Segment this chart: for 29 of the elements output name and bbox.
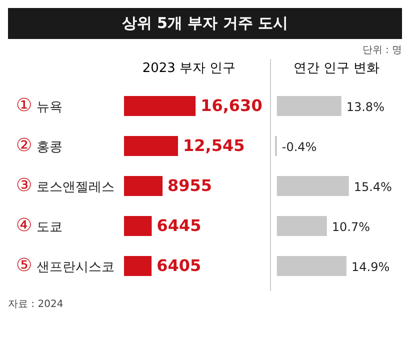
bar (124, 96, 196, 116)
data-label: 6445 (156, 216, 202, 235)
bar (276, 176, 349, 196)
text: 단위 : 명 (361, 44, 402, 58)
bar (276, 96, 342, 116)
data-label: 8955 (168, 176, 212, 195)
chart-subtitle: 2023 부자 인구 (141, 60, 237, 78)
data-label: -0.4% (282, 140, 317, 154)
bar (276, 256, 346, 276)
y-tick-label: ⑤ 샌프란시스코 (16, 255, 114, 276)
bar (124, 216, 152, 236)
data-label: 14.9% (351, 260, 390, 274)
bar (124, 256, 152, 276)
bar (124, 176, 163, 196)
data-label: 6405 (156, 256, 202, 275)
data-label: 13.8% (346, 100, 384, 114)
bar (124, 136, 178, 156)
data-label: 12,545 (182, 136, 245, 155)
data-label: 16,630 (200, 96, 262, 115)
chart-title: 연간 인구 변화 (292, 60, 381, 78)
data-label: 10.7% (332, 220, 370, 234)
y-tick-label: ② 홍콩 (16, 135, 62, 156)
bar (276, 216, 327, 236)
y-tick-label: ③ 로스앤젤레스 (16, 175, 114, 196)
data-label: 15.4% (354, 180, 392, 194)
y-tick-label: ① 뉴욕 (16, 95, 62, 116)
text: 자료 : 2024 (8, 298, 64, 311)
y-tick-label: ④ 도쿄 (16, 215, 62, 236)
chart-title: 상위 5개 부자 거주 도시 (8, 8, 402, 39)
